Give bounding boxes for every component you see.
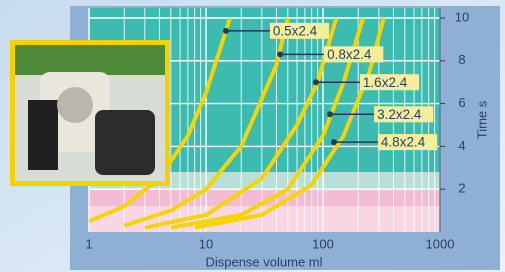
series-label: 4.8x2.4 [381,135,426,150]
chart: 0.5x2.4 0.8x2.4 1.6x2.4 3.2x2.4 4.8x2.4 Disp… [0,0,505,272]
x-tick-label: 100 [312,236,334,251]
y-tick-label: 10 [455,9,469,24]
series-label: 3.2x2.4 [377,107,422,122]
x-axis-label: Dispense volume ml [205,254,322,269]
photo-motor [95,110,155,175]
photo-rotor [57,87,93,123]
y-tick-label: 8 [458,52,465,67]
label-marker [331,139,337,145]
photo-inset [10,40,170,186]
label-marker [277,51,283,57]
x-tick-label: 1000 [426,236,455,251]
y-tick-label: 4 [458,138,465,153]
y-axis-label: Time s [474,100,489,139]
y-tick-label: 6 [458,95,465,110]
label-marker [313,79,319,85]
series-label: 1.6x2.4 [363,75,408,90]
photo-green-part [15,45,165,75]
label-marker [327,111,333,117]
label-marker [223,28,229,34]
series-label: 0.8x2.4 [327,47,372,62]
series-label: 0.5x2.4 [273,23,318,38]
photo-dark-part [28,100,58,170]
x-tick-label: 1 [85,236,92,251]
y-tick-label: 2 [458,181,465,196]
x-tick-label: 10 [199,236,213,251]
